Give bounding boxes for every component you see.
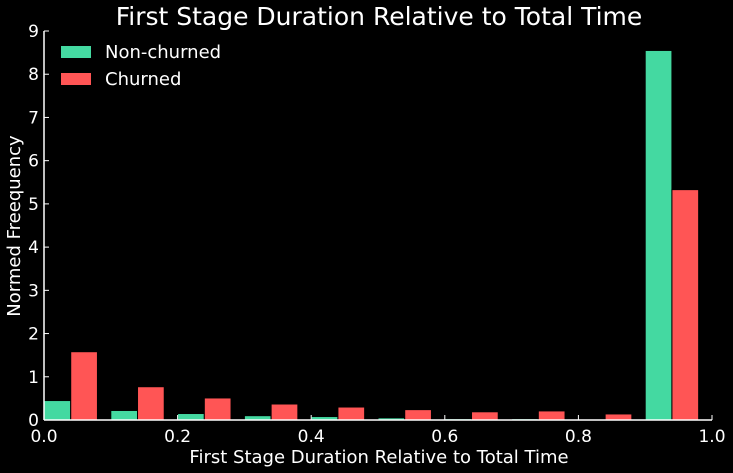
legend: Non-churned Churned xyxy=(61,42,221,90)
y-tick-label: 6 xyxy=(28,152,39,172)
x-tick-label: 0.0 xyxy=(30,427,57,447)
bars-group xyxy=(43,49,700,421)
legend-swatch xyxy=(61,73,91,85)
bar-churned-4 xyxy=(337,406,366,421)
y-tick-label: 2 xyxy=(28,325,39,345)
y-tick-label: 8 xyxy=(28,65,39,85)
bar-churned-1 xyxy=(137,386,165,421)
bar-churned-3 xyxy=(270,403,299,421)
x-tick-label: 0.2 xyxy=(164,427,191,447)
chart-title: First Stage Duration Relative to Total T… xyxy=(116,2,643,31)
y-axis-label: Normed Freequency xyxy=(4,135,25,317)
bar-churned-6 xyxy=(471,411,499,421)
legend-swatch xyxy=(61,46,91,58)
y-tick-label: 4 xyxy=(28,238,39,258)
y-tick-label: 3 xyxy=(28,281,39,301)
y-tick-label: 5 xyxy=(28,195,39,215)
x-tick-label: 0.4 xyxy=(298,427,325,447)
legend-label: Churned xyxy=(105,69,181,90)
bar-non-churned-2 xyxy=(177,413,205,421)
bar-non-churned-9 xyxy=(644,49,673,421)
bar-churned-7 xyxy=(537,410,566,421)
x-axis-label: First Stage Duration Relative to Total T… xyxy=(189,447,568,468)
axes-group xyxy=(43,31,712,421)
legend-label: Non-churned xyxy=(105,42,221,63)
bar-non-churned-1 xyxy=(110,409,139,421)
y-tick-label: 1 xyxy=(28,368,39,388)
bar-non-churned-0 xyxy=(43,400,72,421)
x-tick-label: 0.8 xyxy=(565,427,592,447)
y-tick-label: 7 xyxy=(28,108,39,128)
bar-churned-9 xyxy=(671,189,700,421)
x-tick-label: 0.6 xyxy=(431,427,458,447)
bar-churned-5 xyxy=(404,409,432,421)
bar-churned-0 xyxy=(70,351,98,421)
x-tick-label: 1.0 xyxy=(698,427,725,447)
bar-churned-2 xyxy=(203,397,232,421)
y-tick-label: 9 xyxy=(28,22,39,42)
y-tick-label: 0 xyxy=(28,411,39,431)
ticks-group: 0.0 0.2 0.4 0.6 0.8 1.0 0 1 2 3 4 5 6 7 8 9 xyxy=(28,22,725,447)
bar-churned-8 xyxy=(604,413,633,421)
